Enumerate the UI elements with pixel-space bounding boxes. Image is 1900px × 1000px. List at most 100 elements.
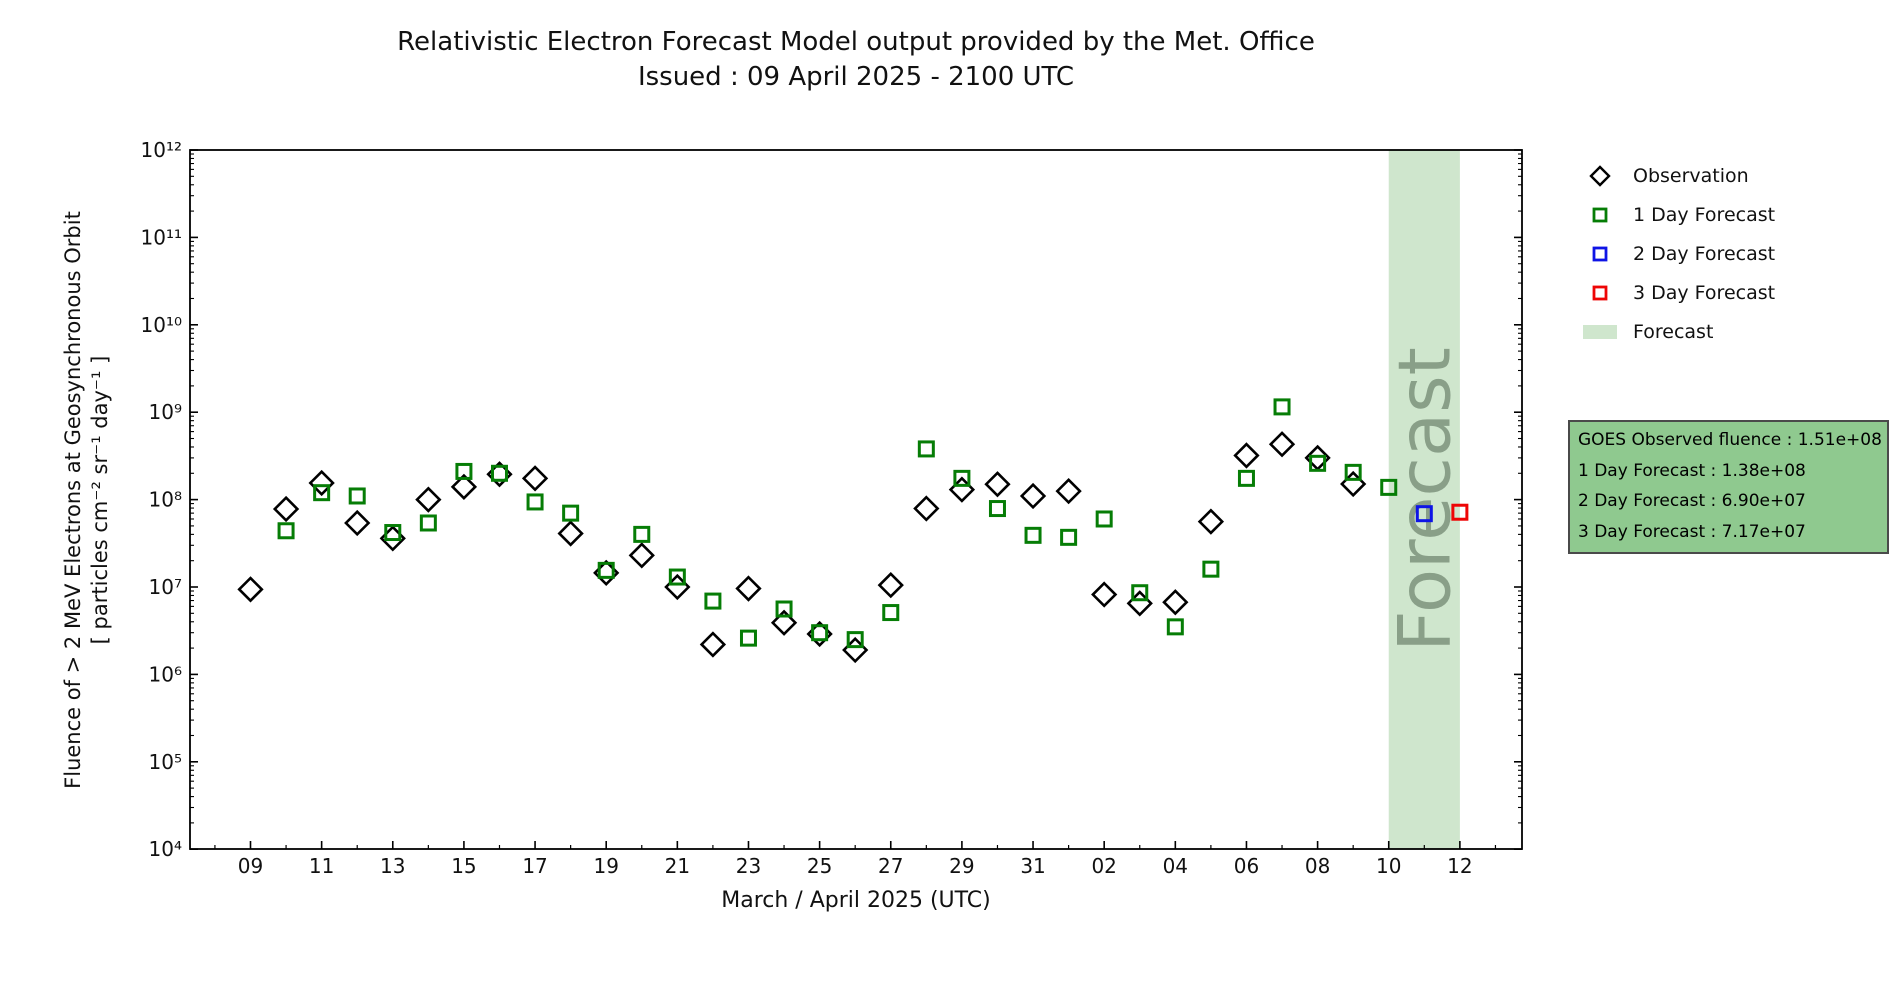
x-tick-label: 15: [451, 854, 476, 878]
x-tick-label: 04: [1163, 854, 1188, 878]
1-day-forecast-marker: [917, 440, 935, 458]
1-day-forecast-marker: [704, 592, 722, 610]
forecast-band-patch-icon: [1583, 324, 1617, 339]
legend-label: 3 Day Forecast: [1633, 281, 1776, 304]
x-tick-label: 12: [1447, 854, 1472, 878]
legend-label: 1 Day Forecast: [1633, 203, 1776, 226]
plot-frame: [189, 149, 1523, 850]
legend: Observation 1 Day Forecast 2 Day Forecast 3…: [1583, 156, 1893, 351]
y-tick-label: 10⁶: [149, 662, 182, 686]
forecast-band: [1388, 150, 1460, 849]
3-day-forecast-marker: [1451, 503, 1469, 521]
1-day-forecast-marker: [811, 624, 829, 642]
forecast-watermark: Forecast: [1382, 347, 1466, 652]
1-day-forecast-marker: [490, 464, 508, 482]
1-day-forecast-marker: [313, 484, 331, 502]
x-tick-label: 21: [665, 854, 690, 878]
observation-diamond-icon: [1589, 164, 1611, 187]
observation-marker: [308, 469, 335, 497]
1-day-forecast-marker: [562, 504, 580, 522]
observation-marker: [344, 509, 371, 537]
observation-marker: [699, 631, 727, 658]
x-tick-label: 17: [522, 854, 547, 878]
observation-marker: [521, 465, 549, 492]
1-day-forecast-marker: [1344, 463, 1362, 481]
x-tick-label: 06: [1234, 854, 1259, 878]
x-tick-label: 02: [1091, 854, 1116, 878]
goes-observed-fluence: GOES Observed fluence : 1.51e+08: [1578, 430, 1882, 450]
1-day-forecast-marker: [597, 561, 615, 579]
observation-marker: [1268, 431, 1296, 458]
x-tick-label: 29: [949, 854, 974, 878]
legend-marker: [1583, 241, 1617, 267]
x-tick-label: 09: [238, 854, 263, 878]
y-tick-label: 10¹²: [141, 138, 182, 162]
1-day-forecast-marker: [775, 600, 793, 618]
1-day-forecast-marker: [668, 568, 686, 586]
1-day-forecast-marker: [455, 462, 473, 480]
forecast-square-icon: [1592, 246, 1608, 261]
1-day-forecast-marker: [1166, 618, 1184, 636]
1-day-forecast-marker: [384, 524, 402, 542]
legend-label: 2 Day Forecast: [1633, 242, 1776, 265]
observation-marker: [913, 495, 940, 522]
1-day-forecast-marker: [1060, 528, 1078, 546]
forecast-square-icon: [1592, 207, 1608, 222]
1-day-forecast-marker: [882, 604, 900, 622]
observation-marker: [628, 542, 655, 569]
legend-marker: [1583, 202, 1617, 228]
1-day-forecast-marker: [419, 514, 437, 532]
y-tick-label: 10¹¹: [141, 225, 182, 249]
observation-marker: [237, 576, 264, 603]
1-day-forecast-marker: [1131, 584, 1149, 602]
legend-item-forecast: Forecast: [1583, 312, 1893, 351]
observation-marker: [735, 575, 762, 602]
x-tick-label: 11: [309, 854, 334, 878]
y-tick-label: 10¹⁰: [141, 313, 182, 337]
observation-marker: [1197, 508, 1225, 535]
observation-marker: [1233, 442, 1260, 469]
x-tick-label: 08: [1305, 854, 1330, 878]
two-day-forecast-value: 2 Day Forecast : 6.90e+07: [1578, 491, 1806, 511]
x-tick-label: 10: [1376, 854, 1401, 878]
observation-marker: [272, 495, 300, 523]
1-day-forecast-marker: [1237, 469, 1255, 487]
issued-subtitle: Issued : 09 April 2025 - 2100 UTC: [637, 62, 1075, 92]
observation-marker: [1091, 581, 1118, 608]
x-tick-label: 27: [878, 854, 903, 878]
legend-item-observation: Observation: [1583, 156, 1893, 195]
1-day-forecast-marker: [1095, 510, 1113, 528]
1-day-forecast-marker: [633, 525, 651, 543]
legend-marker: [1583, 163, 1617, 189]
x-tick-label: 25: [807, 854, 832, 878]
x-axis-label: March / April 2025 (UTC): [721, 888, 991, 913]
legend-marker: [1583, 323, 1617, 341]
1-day-forecast-marker: [526, 493, 544, 511]
1-day-forecast-marker: [1309, 454, 1327, 472]
observation-marker: [1019, 482, 1047, 510]
1-day-forecast-marker: [1202, 560, 1220, 578]
page-title: Relativistic Electron Forecast Model out…: [397, 27, 1315, 57]
y-tick-label: 10⁵: [149, 750, 182, 774]
1-day-forecast-marker: [953, 469, 971, 487]
x-tick-label: 23: [736, 854, 761, 878]
legend-item-2-day-forecast: 2 Day Forecast: [1583, 234, 1893, 273]
1-day-forecast-marker: [277, 522, 295, 540]
x-tick-label: 13: [380, 854, 405, 878]
x-tick-label: 31: [1020, 854, 1045, 878]
one-day-forecast-value: 1 Day Forecast : 1.38e+08: [1578, 460, 1806, 481]
legend-label: Forecast: [1633, 320, 1714, 343]
y-tick-label: 10⁸: [149, 488, 182, 512]
observation-marker: [450, 473, 478, 500]
1-day-forecast-marker: [1380, 478, 1398, 496]
observation-marker: [770, 609, 798, 636]
observation-marker: [877, 572, 904, 599]
y-tick-label: 10⁹: [149, 400, 182, 424]
forecast-values-box: GOES Observed fluence : 1.51e+08 1 Day F…: [1568, 420, 1889, 554]
observation-marker: [415, 486, 442, 513]
1-day-forecast-marker: [739, 629, 757, 647]
y-tick-label: 10⁷: [149, 575, 182, 599]
legend-item-1-day-forecast: 1 Day Forecast: [1583, 195, 1893, 234]
